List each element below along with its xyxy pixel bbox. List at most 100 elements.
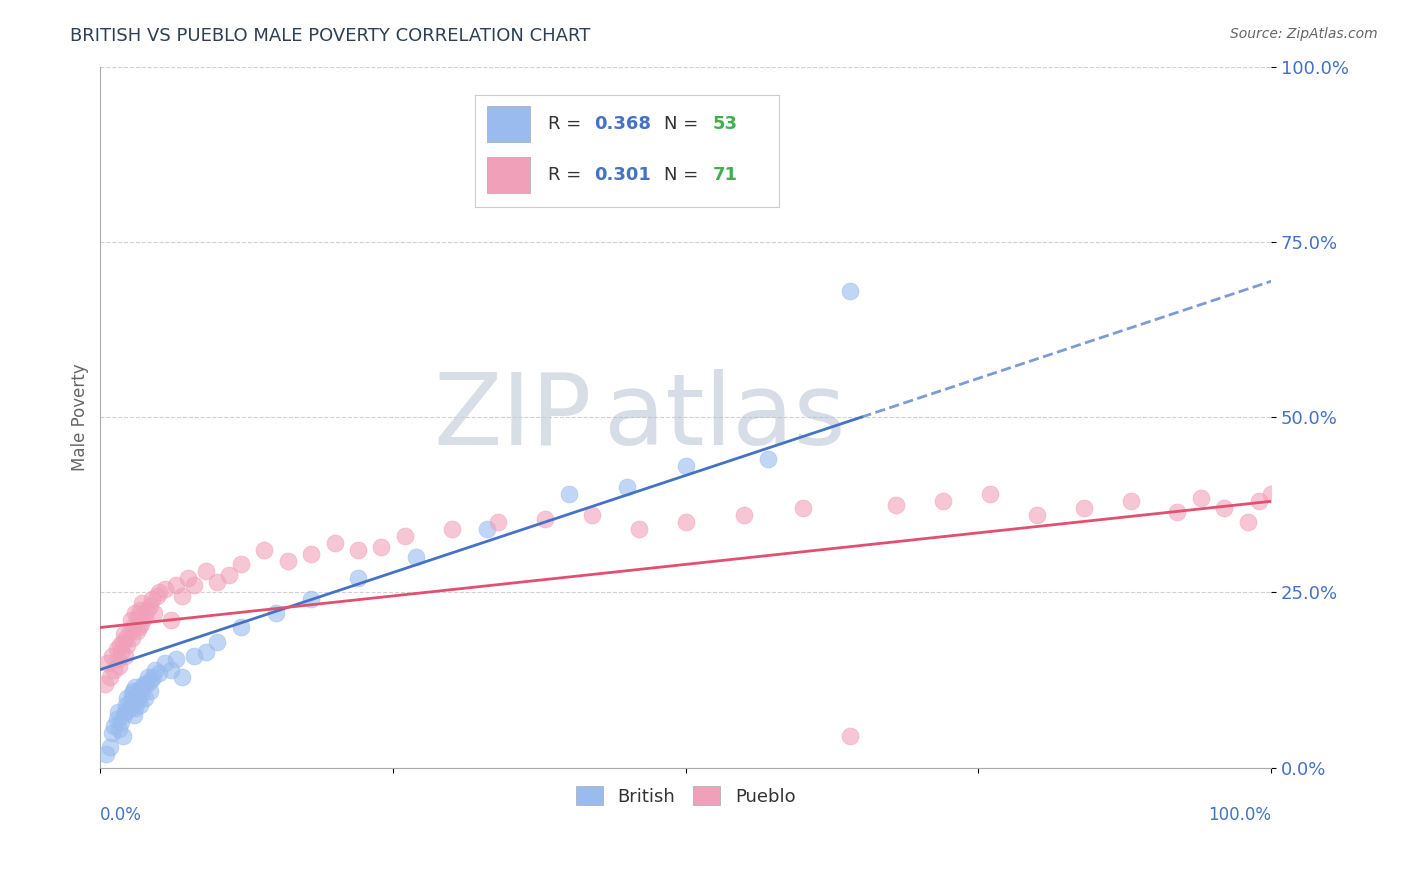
Point — [138, 599, 160, 614]
Point — [733, 508, 755, 523]
Point — [108, 722, 131, 736]
Point — [218, 568, 240, 582]
Point — [159, 614, 181, 628]
Point — [107, 652, 129, 666]
Point — [117, 690, 139, 705]
Point — [143, 607, 166, 621]
Point — [153, 582, 176, 596]
Point — [108, 659, 131, 673]
Point — [118, 701, 141, 715]
Point — [94, 676, 117, 690]
Text: Source: ZipAtlas.com: Source: ZipAtlas.com — [1230, 27, 1378, 41]
Point — [229, 620, 252, 634]
Legend: British, Pueblo: British, Pueblo — [567, 777, 804, 814]
Point — [1189, 491, 1212, 505]
Point — [886, 498, 908, 512]
Text: atlas: atlas — [603, 368, 845, 466]
Point — [101, 648, 124, 663]
Point — [105, 641, 128, 656]
Point — [557, 487, 579, 501]
Point — [103, 663, 125, 677]
Point — [581, 508, 603, 523]
Point — [129, 603, 152, 617]
Point — [253, 543, 276, 558]
Point — [142, 669, 165, 683]
Point — [277, 554, 299, 568]
Point — [122, 620, 145, 634]
Point — [148, 666, 170, 681]
Point — [129, 698, 152, 712]
Point — [101, 725, 124, 739]
Point — [1249, 494, 1271, 508]
Point — [110, 715, 132, 730]
Point — [139, 673, 162, 687]
Point — [127, 610, 149, 624]
Point — [131, 680, 153, 694]
Point — [124, 708, 146, 723]
Point — [183, 578, 205, 592]
Point — [114, 648, 136, 663]
Point — [121, 631, 143, 645]
Point — [128, 620, 150, 634]
Point — [112, 627, 135, 641]
Point — [136, 603, 159, 617]
Point — [932, 494, 955, 508]
Point — [125, 694, 148, 708]
Point — [207, 634, 229, 648]
Point — [159, 663, 181, 677]
Point — [838, 284, 860, 298]
Point — [475, 522, 498, 536]
Point — [165, 652, 187, 666]
Point — [96, 656, 118, 670]
Point — [110, 638, 132, 652]
Point — [115, 631, 138, 645]
Point — [194, 645, 217, 659]
Point — [120, 614, 142, 628]
Point — [534, 512, 557, 526]
Point — [323, 536, 346, 550]
Point — [616, 480, 638, 494]
Point — [370, 540, 392, 554]
Point — [172, 589, 194, 603]
Point — [118, 624, 141, 638]
Text: 100.0%: 100.0% — [1208, 806, 1271, 824]
Point — [440, 522, 463, 536]
Point — [124, 607, 146, 621]
Point — [299, 547, 322, 561]
Point — [675, 459, 697, 474]
Point — [114, 705, 136, 719]
Point — [1213, 501, 1236, 516]
Point — [347, 543, 370, 558]
Point — [96, 747, 118, 761]
Point — [792, 501, 814, 516]
Point — [145, 663, 167, 677]
Point — [148, 585, 170, 599]
Point — [153, 656, 176, 670]
Point — [132, 676, 155, 690]
Point — [138, 683, 160, 698]
Point — [405, 550, 427, 565]
Point — [177, 571, 200, 585]
Point — [111, 634, 134, 648]
Text: BRITISH VS PUEBLO MALE POVERTY CORRELATION CHART: BRITISH VS PUEBLO MALE POVERTY CORRELATI… — [70, 27, 591, 45]
Point — [112, 708, 135, 723]
Point — [134, 610, 156, 624]
Point — [675, 516, 697, 530]
Point — [125, 624, 148, 638]
Point — [134, 690, 156, 705]
Point — [103, 718, 125, 732]
Point — [486, 516, 509, 530]
Point — [207, 574, 229, 589]
Point — [98, 739, 121, 754]
Point — [110, 645, 132, 659]
Point — [165, 578, 187, 592]
Point — [124, 701, 146, 715]
Y-axis label: Male Poverty: Male Poverty — [72, 363, 89, 471]
Point — [120, 694, 142, 708]
Point — [145, 589, 167, 603]
Point — [131, 687, 153, 701]
Point — [756, 452, 779, 467]
Point — [138, 669, 160, 683]
Point — [172, 669, 194, 683]
Point — [1026, 508, 1049, 523]
